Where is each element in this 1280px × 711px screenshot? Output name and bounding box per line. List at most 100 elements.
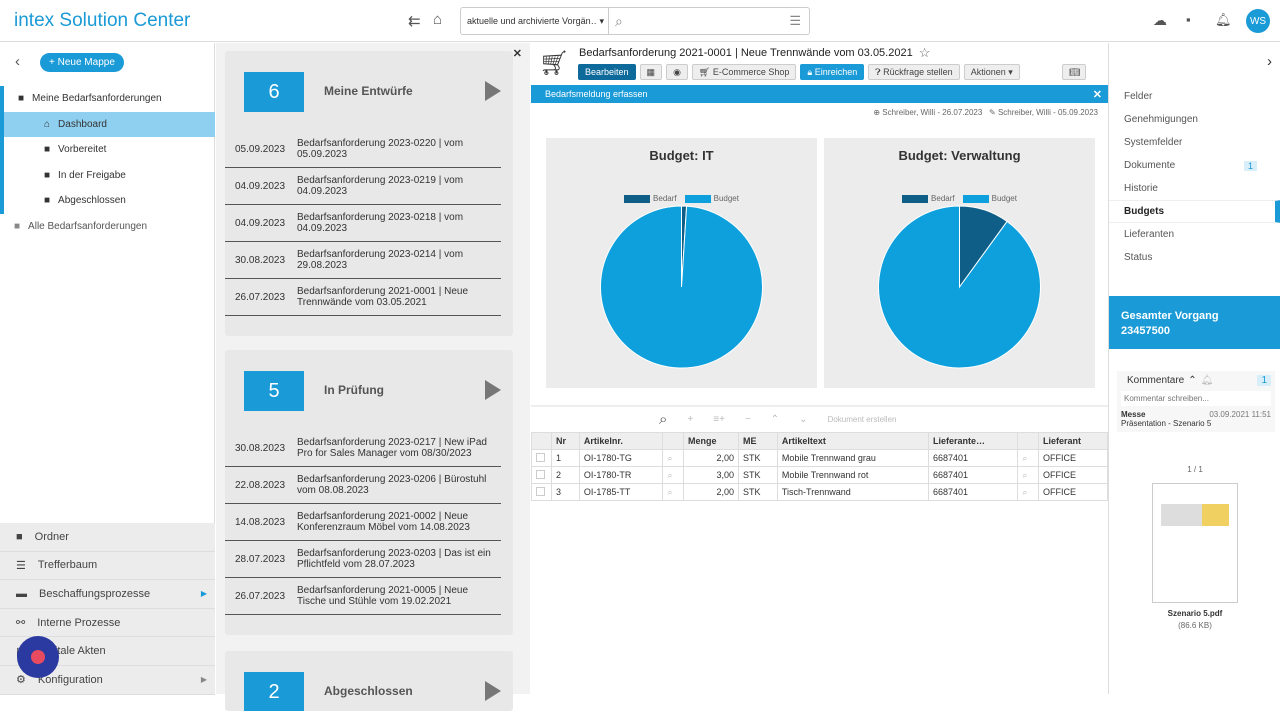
grid-button[interactable]: ▦ — [639, 64, 663, 80]
column-header[interactable] — [662, 432, 685, 450]
pie-slice-budget[interactable] — [600, 205, 763, 369]
edit-button[interactable]: Bearbeiten — [578, 64, 636, 80]
create-document-button[interactable]: Dokument erstellen — [827, 415, 897, 424]
list-item[interactable]: 26.07.2023 Bedarfsanforderung 2021-0005 |… — [225, 578, 501, 615]
legend-item[interactable]: Budget — [962, 194, 1017, 203]
tree-item-meine[interactable]: ■ Meine Bedarfsanforderungen — [0, 86, 215, 112]
tab-budgets[interactable]: Budgets — [1109, 200, 1280, 223]
nav-ordner[interactable]: ■ Ordner — [0, 523, 215, 552]
close-icon[interactable]: ✕ — [1092, 88, 1102, 101]
lookup-icon[interactable]: ⌕ — [1017, 449, 1039, 467]
lookup-icon[interactable]: ⌕ — [662, 466, 685, 484]
row-checkbox[interactable] — [536, 469, 545, 479]
list-item[interactable]: 04.09.2023 Bedarfsanforderung 2023-0218 |… — [225, 205, 501, 242]
column-header[interactable]: Artikelnr. — [578, 432, 664, 450]
chat-icon[interactable]: ▪ — [1186, 12, 1191, 27]
list-item[interactable]: 22.08.2023 Bedarfsanforderung 2023-0206 |… — [225, 467, 501, 504]
file-name[interactable]: Szenario 5.pdf — [1167, 609, 1223, 618]
column-header[interactable]: Lieferante… — [927, 432, 1019, 450]
up-icon[interactable]: ⌃ — [770, 414, 780, 425]
submit-button[interactable]: 🔒︎ Einreichen — [800, 64, 865, 80]
lookup-icon[interactable]: ⌕ — [1017, 483, 1039, 501]
preview-button[interactable]: ◉ — [666, 64, 688, 80]
remove-icon[interactable]: − — [744, 414, 751, 425]
bell-icon[interactable]: 🔔︎ — [1200, 375, 1214, 386]
list-item[interactable]: 30.08.2023 Bedarfsanforderung 2023-0217 |… — [225, 430, 501, 467]
column-header[interactable]: Lieferant — [1037, 432, 1109, 450]
back-icon[interactable]: ‹ — [15, 53, 20, 70]
avatar[interactable]: WS — [1246, 9, 1270, 33]
cloud-upload-icon[interactable]: ☁ — [1153, 12, 1167, 28]
list-item[interactable]: 04.09.2023 Bedarfsanforderung 2023-0219 |… — [225, 168, 501, 205]
row-checkbox[interactable] — [536, 486, 545, 496]
star-icon[interactable]: ☆ — [918, 45, 931, 60]
filter-settings-icon[interactable]: ☰ — [789, 13, 801, 28]
play-icon[interactable] — [485, 681, 501, 701]
home-icon[interactable]: ⌂ — [433, 11, 443, 28]
total-process[interactable]: Gesamter Vorgang 23457500 — [1109, 296, 1280, 349]
app-title[interactable]: intex Solution Center — [14, 10, 191, 31]
legend-item[interactable]: Bedarf — [902, 194, 955, 203]
tree-item-dashboard[interactable]: ⌂ Dashboard — [0, 111, 215, 137]
chevron-up-icon[interactable]: ⌃ — [1188, 375, 1197, 386]
search-scope-select[interactable]: aktuelle und archivierte Vorgän… ▾ — [461, 8, 609, 34]
tree-item-freigabe[interactable]: ■ In der Freigabe — [0, 162, 215, 188]
tree-item-abgeschlossen[interactable]: ■ Abgeschlossen — [0, 188, 215, 214]
nav-interne-prozesse[interactable]: ⚯ Interne Prozesse — [0, 608, 215, 638]
column-header[interactable]: ME — [738, 432, 778, 450]
nav-label: Trefferbaum — [37, 559, 98, 572]
table-row[interactable]: 3 OI-1785-TT ⌕ 2,00 STK Tisch-Trennwand 668… — [531, 483, 1109, 501]
add-icon[interactable]: + — [687, 414, 694, 425]
tree-item-alle[interactable]: ■ Alle Bedarfsanforderungen — [0, 214, 215, 240]
list-item[interactable]: 26.07.2023 Bedarfsanforderung 2021-0001 |… — [225, 279, 501, 316]
column-header[interactable] — [1017, 432, 1039, 450]
tab-genehmigungen[interactable]: Genehmigungen — [1109, 108, 1280, 131]
tab-lieferanten[interactable]: Lieferanten — [1109, 223, 1280, 246]
row-checkbox[interactable] — [536, 452, 545, 462]
count-badge: 2 — [244, 672, 304, 711]
bell-icon[interactable]: 🔔︎ — [1215, 12, 1232, 27]
lookup-icon[interactable]: ⌕ — [662, 483, 685, 501]
actions-dropdown[interactable]: Aktionen ▾ — [963, 64, 1020, 80]
query-button[interactable]: ❓︎ Rückfrage stellen — [868, 64, 960, 80]
nav-trefferbaum[interactable]: ☰ Trefferbaum — [0, 551, 215, 581]
column-header[interactable]: Nr — [551, 432, 580, 450]
tab-historie[interactable]: Historie — [1109, 177, 1280, 200]
pdf-thumbnail[interactable] — [1152, 483, 1238, 603]
search-input[interactable] — [622, 9, 790, 33]
down-icon[interactable]: ⌄ — [799, 414, 808, 425]
column-header[interactable]: Menge — [683, 432, 740, 450]
legend-item[interactable]: Bedarf — [624, 194, 677, 203]
comment-input[interactable] — [1121, 391, 1271, 406]
list-item[interactable]: 28.07.2023 Bedarfsanforderung 2023-0203 |… — [225, 541, 501, 578]
tab-felder[interactable]: Felder — [1109, 85, 1280, 108]
list-item[interactable]: 30.08.2023 Bedarfsanforderung 2023-0214 |… — [225, 242, 501, 279]
comments-title[interactable]: Kommentare — [1127, 375, 1185, 386]
column-header[interactable]: Artikeltext — [776, 432, 929, 450]
lookup-icon[interactable]: ⌕ — [1017, 466, 1039, 484]
record-button[interactable] — [17, 636, 59, 678]
table-row[interactable]: 1 OI-1780-TG ⌕ 2,00 STK Mobile Trennwand gr… — [531, 449, 1109, 467]
play-icon[interactable] — [485, 380, 501, 400]
expand-icon[interactable]: › — [1267, 53, 1272, 70]
lookup-icon[interactable]: ⌕ — [662, 449, 685, 467]
shop-button[interactable]: 🛒︎ E-Commerce Shop — [691, 64, 797, 80]
tree-item-vorbereitet[interactable]: ■ Vorbereitet — [0, 137, 215, 163]
pie-slice-budget[interactable] — [878, 205, 1041, 369]
collapse-menu-icon[interactable]: ⇇ — [408, 13, 421, 30]
book-button[interactable]: 📖︎ — [1062, 64, 1086, 80]
tab-status[interactable]: Status — [1109, 246, 1280, 269]
nav-beschaffungsprozesse[interactable]: ▬ Beschaffungsprozesse ▶ — [0, 580, 215, 609]
add-sub-icon[interactable]: ≡+ — [713, 414, 725, 425]
search-icon[interactable]: ⌕ — [615, 12, 623, 29]
search-icon[interactable]: ⌕ — [659, 411, 668, 428]
list-item[interactable]: 05.09.2023 Bedarfsanforderung 2023-0220 |… — [225, 131, 501, 168]
table-row[interactable]: 2 OI-1780-TR ⌕ 3,00 STK Mobile Trennwand ro… — [531, 466, 1109, 484]
close-icon[interactable]: ✕ — [512, 48, 522, 60]
legend-item[interactable]: Budget — [684, 194, 739, 203]
list-item[interactable]: 14.08.2023 Bedarfsanforderung 2021-0002 |… — [225, 504, 501, 541]
new-folder-button[interactable]: + Neue Mappe — [40, 53, 124, 72]
tab-systemfelder[interactable]: Systemfelder — [1109, 131, 1280, 154]
tab-dokumente[interactable]: Dokumente 1 — [1109, 154, 1280, 177]
play-icon[interactable] — [485, 81, 501, 101]
